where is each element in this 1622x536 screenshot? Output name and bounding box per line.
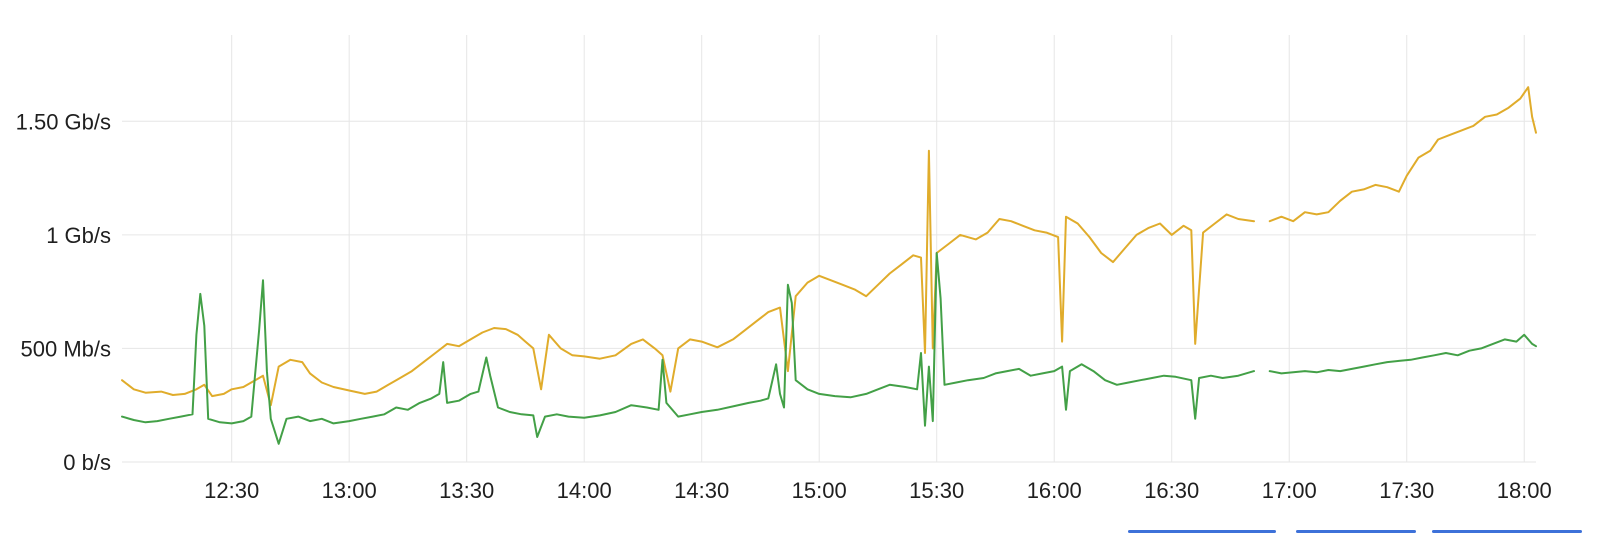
x-tick-label: 14:00 [557,478,612,503]
legend-underline-3[interactable] [1432,526,1582,536]
y-tick-label: 1 Gb/s [46,223,111,248]
x-tick-label: 17:00 [1262,478,1317,503]
x-tick-label: 16:00 [1027,478,1082,503]
legend-underline-2[interactable] [1296,526,1416,536]
x-tick-label: 15:30 [909,478,964,503]
x-tick-label: 14:30 [674,478,729,503]
y-tick-label: 1.50 Gb/s [16,109,111,134]
x-tick-label: 16:30 [1144,478,1199,503]
chart-grid [122,35,1536,463]
chart-series [121,86,1537,445]
x-axis-ticks: 12:30 13:00 13:30 14:00 14:30 15:00 15:30 16:00… [204,478,1552,503]
series-line-2 [121,252,1537,445]
x-tick-label: 12:30 [204,478,259,503]
y-tick-label: 500 Mb/s [21,336,112,361]
series-line-1 [121,86,1537,407]
y-tick-label: 0 b/s [63,450,111,475]
x-tick-label: 13:00 [322,478,377,503]
y-axis-ticks: 0 b/s 500 Mb/s 1 Gb/s 1.50 Gb/s [16,109,111,475]
x-tick-label: 17:30 [1379,478,1434,503]
x-tick-label: 13:30 [439,478,494,503]
x-tick-label: 15:00 [792,478,847,503]
x-tick-label: 18:00 [1497,478,1552,503]
legend-underline-1[interactable] [1128,526,1276,536]
